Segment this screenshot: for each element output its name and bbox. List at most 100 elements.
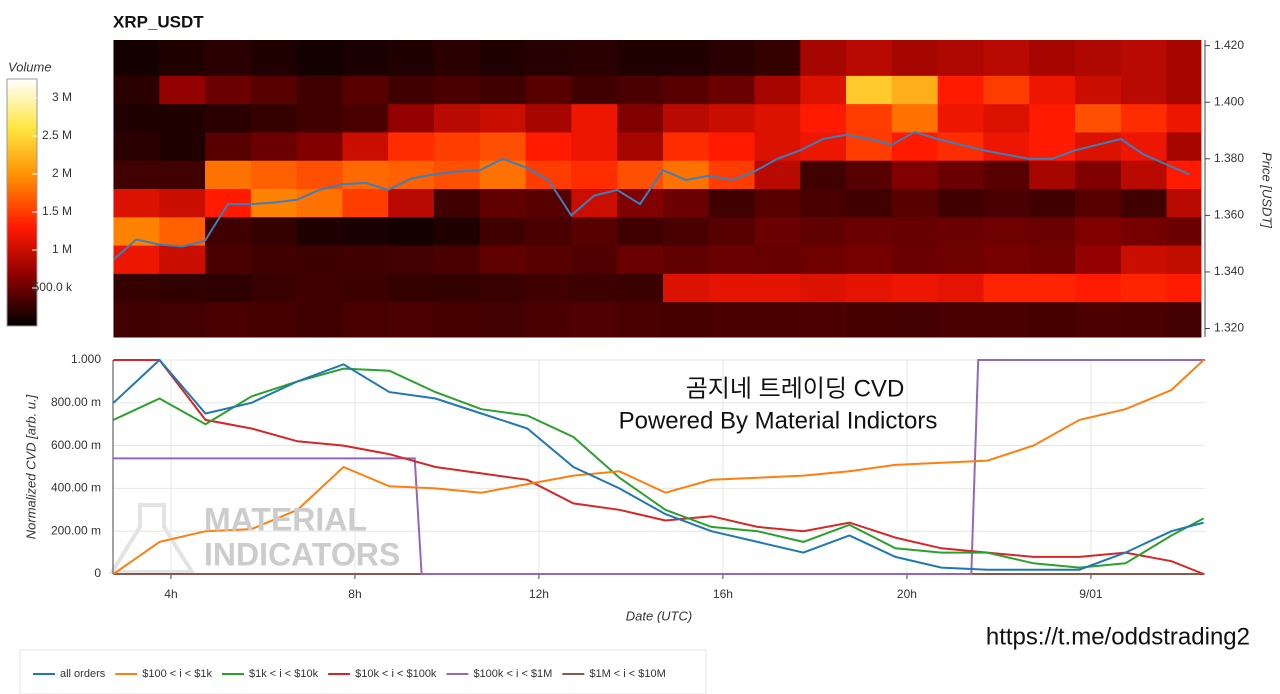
heatmap-cell <box>937 40 984 76</box>
heatmap-cell <box>296 245 343 274</box>
heatmap-cell <box>571 103 618 133</box>
watermark-text: INDICATORS <box>204 536 400 572</box>
heatmap-cell <box>433 273 481 303</box>
heatmap-cell <box>479 40 527 76</box>
x-tick-label: 8h <box>348 587 361 601</box>
heatmap-cell <box>754 216 801 246</box>
heatmap-cell <box>342 216 389 246</box>
url-text: https://t.me/oddstrading2 <box>986 623 1250 650</box>
y-axis-label: Price [USDT] <box>1260 152 1275 228</box>
heatmap-cell <box>846 273 893 303</box>
heatmap-cell <box>754 160 801 189</box>
heatmap-cell <box>479 301 527 338</box>
heatmap-cell <box>296 40 343 76</box>
heatmap-cell <box>296 301 343 338</box>
heatmap-cell <box>388 245 435 274</box>
heatmap-cell <box>983 160 1030 189</box>
colorbar-tick-label: 500.0 k <box>33 280 73 294</box>
annotation: Powered By Material Indictors <box>619 407 938 434</box>
heatmap-cell <box>937 103 984 133</box>
heatmap-cell <box>159 75 206 105</box>
heatmap-cell <box>433 301 481 338</box>
y-tick-label: 1.000 <box>71 352 101 366</box>
heatmap-cell <box>113 75 160 105</box>
y-axis-label: Normalized CVD [arb. u.] <box>23 394 38 539</box>
heatmap-cell <box>846 160 893 189</box>
colorbar-tick-label: 2 M <box>52 166 72 180</box>
heatmap-cell <box>1120 301 1168 338</box>
watermark-logo <box>108 503 196 574</box>
y-tick-label: 600.00 m <box>51 438 101 452</box>
heatmap-cell <box>525 40 572 76</box>
y-tick-label: 1.420 <box>1214 38 1244 52</box>
heatmap-cell <box>754 40 801 76</box>
heatmap-cell <box>937 188 984 218</box>
heatmap-cell <box>525 188 572 218</box>
legend-label: $100 < i < $1k <box>142 668 212 680</box>
heatmap-cell <box>1120 245 1168 274</box>
legend-label: $100k < i < $1M <box>473 668 552 680</box>
x-tick-label: 4h <box>164 587 177 601</box>
heatmap-cell <box>296 131 343 161</box>
heatmap-cell <box>113 131 160 161</box>
heatmap-cell <box>846 103 893 133</box>
chart-title: XRP_USDT <box>113 12 204 31</box>
heatmap-cell <box>662 75 710 105</box>
heatmap-cell <box>113 301 160 338</box>
heatmap-cell <box>250 103 298 133</box>
heatmap-cell <box>937 301 984 338</box>
heatmap-cell <box>662 273 710 303</box>
heatmap-cell <box>388 75 435 105</box>
heatmap-cell <box>617 216 664 246</box>
heatmap-cell <box>846 216 893 246</box>
y-tick-label: 200.00 m <box>51 523 101 537</box>
heatmap-cell <box>1029 216 1076 246</box>
heatmap-cell <box>754 273 801 303</box>
heatmap-cell <box>433 245 481 274</box>
heatmap-cell <box>754 245 801 274</box>
heatmap-cell <box>433 160 481 189</box>
heatmap-cell <box>1074 273 1122 303</box>
heatmap-cell <box>1029 160 1076 189</box>
heatmap-cell <box>891 216 939 246</box>
heatmap-cell <box>662 216 710 246</box>
price-line <box>112 130 1190 261</box>
heatmap-cell <box>342 188 389 218</box>
heatmap-cell <box>937 131 984 161</box>
heatmap-cell <box>662 301 710 338</box>
heatmap-cell <box>159 273 206 303</box>
heatmap-cell <box>525 245 572 274</box>
heatmap-cell <box>1120 103 1168 133</box>
legend-box <box>19 649 707 694</box>
heatmap-cell <box>159 103 206 133</box>
heatmap-cell <box>571 216 618 246</box>
x-tick-label: 16h <box>713 587 733 601</box>
heatmap-cell <box>708 131 755 161</box>
heatmap-cell <box>1074 131 1122 161</box>
heatmap-cell <box>937 245 984 274</box>
heatmap-cell <box>617 131 664 161</box>
heatmap-cell <box>708 273 755 303</box>
heatmap-cell <box>525 103 572 133</box>
heatmap-cell <box>891 188 939 218</box>
heatmap-cell <box>250 301 298 338</box>
heatmap-cell <box>662 103 710 133</box>
cvd-line <box>113 359 1204 575</box>
heatmap-cell <box>388 216 435 246</box>
heatmap-cell <box>937 216 984 246</box>
heatmap-cell <box>1074 245 1122 274</box>
heatmap-cell <box>159 160 206 189</box>
heatmap-cell <box>1074 40 1122 76</box>
heatmap-cell <box>159 131 206 161</box>
heatmap-cell <box>1074 75 1122 105</box>
heatmap-cell <box>891 75 939 105</box>
heatmap-cell <box>205 216 252 246</box>
heatmap-cell <box>250 131 298 161</box>
heatmap-cell <box>800 245 847 274</box>
heatmap-cell <box>113 273 160 303</box>
heatmap-cell <box>1029 301 1076 338</box>
heatmap-cell <box>937 75 984 105</box>
heatmap-cell <box>113 160 160 189</box>
heatmap-cell <box>296 273 343 303</box>
heatmap-cell <box>479 131 527 161</box>
